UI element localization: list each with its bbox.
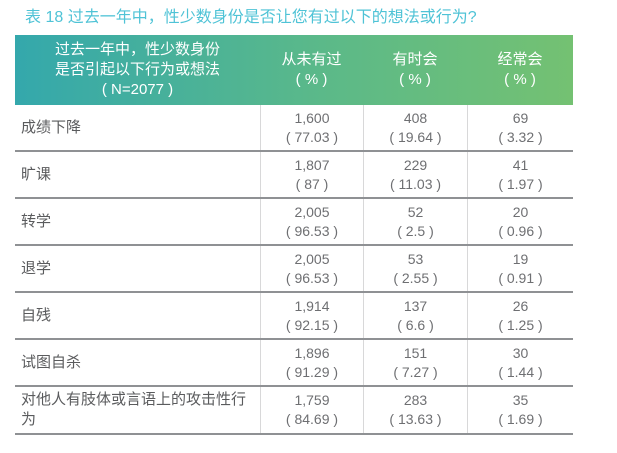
table-row: 成绩下降 1,600 ( 77.03 ) 408 ( 19.64 ) 69 ( … [15,105,573,152]
table-row: 试图自杀 1,896 ( 91.29 ) 151 ( 7.27 ) 30 ( 1… [15,340,573,387]
cell-percent: ( 0.96 ) [498,222,543,239]
row-label: 自残 [21,306,52,324]
cell-often: 69 ( 3.32 ) [467,105,573,150]
cell-never: 1,807 ( 87 ) [260,152,363,197]
header-question-line2: 是否引起以下行为或想法 [54,61,220,78]
cell-often: 41 ( 1.97 ) [467,152,573,197]
cell-percent: ( 2.5 ) [397,222,434,239]
cell-count: 35 [512,392,529,408]
cell-often: 30 ( 1.44 ) [467,340,573,385]
header-col-never-label: 从未有过 [281,51,342,68]
row-label: 转学 [21,212,52,230]
cell-percent: ( 1.25 ) [498,316,543,333]
cell-count: 137 [403,297,428,314]
cell-percent: ( 7.27 ) [393,363,438,380]
header-col-sometimes: 有时会 ( % ) [363,35,467,105]
cell-percent: ( 1.69 ) [498,411,543,427]
table-row: 退学 2,005 ( 96.53 ) 53 ( 2.55 ) 19 ( 0.91… [15,246,573,293]
header-question-cell: 过去一年中，性少数身份 是否引起以下行为或想法 ( N=2077 ) [15,35,260,105]
cell-percent: ( 3.32 ) [498,128,543,145]
cell-sometimes: 53 ( 2.55 ) [363,246,467,291]
cell-percent: ( 91.29 ) [285,363,339,380]
cell-count: 41 [512,156,529,173]
header-question-line3: ( N=2077 ) [101,81,174,98]
cell-percent: ( 92.15 ) [285,316,339,333]
header-col-often: 经常会 ( % ) [467,35,573,105]
table-row: 自残 1,914 ( 92.15 ) 137 ( 6.6 ) 26 ( 1.25… [15,293,573,340]
cell-never: 1,914 ( 92.15 ) [260,293,363,338]
cell-count: 1,600 [294,109,330,126]
cell-never: 1,759 ( 84.69 ) [260,387,363,433]
row-label: 退学 [21,259,52,277]
header-col-never-unit: ( % ) [295,71,328,88]
cell-never: 1,896 ( 91.29 ) [260,340,363,385]
header-col-often-label: 经常会 [497,51,543,68]
cell-percent: ( 87 ) [295,175,329,192]
cell-never: 2,005 ( 96.53 ) [260,199,363,244]
cell-percent: ( 19.64 ) [389,128,442,145]
cell-percent: ( 6.6 ) [397,316,434,333]
cell-percent: ( 0.91 ) [498,269,543,286]
cell-count: 69 [512,109,529,126]
cell-percent: ( 96.53 ) [285,222,339,239]
header-question-line1: 过去一年中，性少数身份 [54,41,220,58]
cell-count: 2,005 [294,203,330,220]
cell-count: 283 [403,392,428,408]
cell-often: 35 ( 1.69 ) [467,387,573,433]
cell-often: 19 ( 0.91 ) [467,246,573,291]
cell-sometimes: 408 ( 19.64 ) [363,105,467,150]
row-label: 成绩下降 [21,118,82,136]
cell-count: 1,759 [294,392,330,408]
table-row: 旷课 1,807 ( 87 ) 229 ( 11.03 ) 41 ( 1.97 … [15,152,573,199]
cell-often: 20 ( 0.96 ) [467,199,573,244]
cell-percent: ( 96.53 ) [285,269,339,286]
cell-count: 52 [407,203,424,220]
cell-count: 53 [407,250,424,267]
table-row: 对他人有肢体或言语上的攻击性行为 1,759 ( 84.69 ) 283 ( 1… [15,387,573,435]
table-header-row: 过去一年中，性少数身份 是否引起以下行为或想法 ( N=2077 ) 从未有过 … [15,35,573,105]
header-col-never: 从未有过 ( % ) [260,35,363,105]
cell-count: 229 [403,156,428,173]
cell-never: 2,005 ( 96.53 ) [260,246,363,291]
row-label: 试图自杀 [21,353,82,371]
cell-sometimes: 137 ( 6.6 ) [363,293,467,338]
cell-sometimes: 151 ( 7.27 ) [363,340,467,385]
header-col-often-unit: ( % ) [504,71,536,88]
table-caption: 表 18 过去一年中，性少数身份是否让您有过以下的想法或行为? [25,9,477,26]
cell-percent: ( 13.63 ) [389,411,442,427]
header-col-sometimes-label: 有时会 [392,51,438,68]
table-row: 转学 2,005 ( 96.53 ) 52 ( 2.5 ) 20 ( 0.96 … [15,199,573,246]
header-col-sometimes-unit: ( % ) [399,71,431,88]
cell-often: 26 ( 1.25 ) [467,293,573,338]
cell-count: 30 [512,344,529,361]
row-label: 对他人有肢体或言语上的攻击性行为 [21,391,247,428]
cell-count: 20 [512,203,529,220]
cell-percent: ( 11.03 ) [389,175,442,192]
cell-count: 1,807 [294,156,330,173]
cell-count: 408 [403,109,428,126]
cell-count: 1,896 [294,344,330,361]
cell-count: 19 [512,250,529,267]
cell-percent: ( 84.69 ) [285,411,339,427]
row-label: 旷课 [21,165,52,183]
cell-sometimes: 229 ( 11.03 ) [363,152,467,197]
cell-sometimes: 283 ( 13.63 ) [363,387,467,433]
data-table: 过去一年中，性少数身份 是否引起以下行为或想法 ( N=2077 ) 从未有过 … [15,35,573,435]
cell-sometimes: 52 ( 2.5 ) [363,199,467,244]
cell-percent: ( 77.03 ) [285,128,339,145]
cell-count: 1,914 [294,297,330,314]
cell-count: 151 [403,344,428,361]
cell-percent: ( 1.97 ) [498,175,543,192]
cell-never: 1,600 ( 77.03 ) [260,105,363,150]
cell-count: 2,005 [294,250,330,267]
cell-count: 26 [512,297,529,314]
cell-percent: ( 2.55 ) [393,269,438,286]
cell-percent: ( 1.44 ) [498,363,543,380]
